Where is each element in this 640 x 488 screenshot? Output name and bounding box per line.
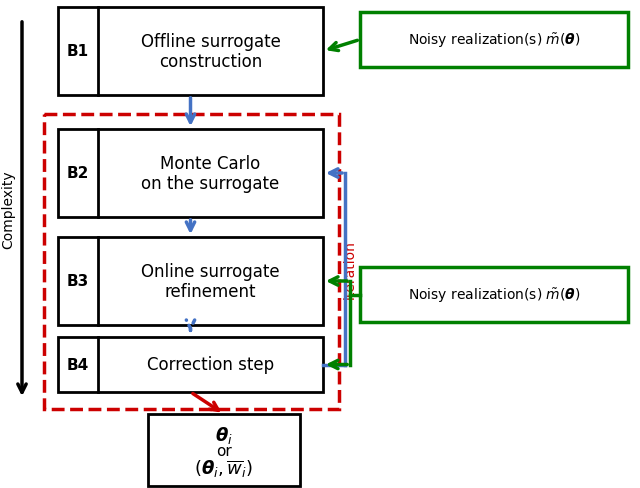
Bar [58,337,323,392]
Text: Offline surrogate
construction: Offline surrogate construction [141,33,280,71]
Text: Monte Carlo
on the surrogate: Monte Carlo on the surrogate [141,154,280,193]
Text: Noisy realization(s) $\tilde{m}(\boldsymbol{\theta})$: Noisy realization(s) $\tilde{m}(\boldsym… [408,285,580,304]
Text: $(\boldsymbol{\theta}_i, \overline{w}_i)$: $(\boldsymbol{\theta}_i, \overline{w}_i)… [195,457,253,479]
Text: iteration: iteration [343,240,357,299]
Text: Online surrogate
refinement: Online surrogate refinement [141,262,280,301]
Bar [58,238,323,325]
Text: or: or [216,443,232,458]
Text: Complexity: Complexity [1,170,15,249]
Bar [148,414,300,486]
Text: Noisy realization(s) $\tilde{m}(\boldsymbol{\theta})$: Noisy realization(s) $\tilde{m}(\boldsym… [408,31,580,50]
Bar [44,115,339,409]
Bar [58,130,323,218]
Text: B4: B4 [67,357,89,372]
Text: B3: B3 [67,274,89,289]
Bar [58,8,323,96]
Text: $\boldsymbol{\theta}_i$: $\boldsymbol{\theta}_i$ [215,424,233,445]
Text: Correction step: Correction step [147,356,274,374]
Bar [360,267,628,323]
Bar [360,13,628,68]
Text: B2: B2 [67,166,89,181]
Text: B1: B1 [67,44,89,60]
